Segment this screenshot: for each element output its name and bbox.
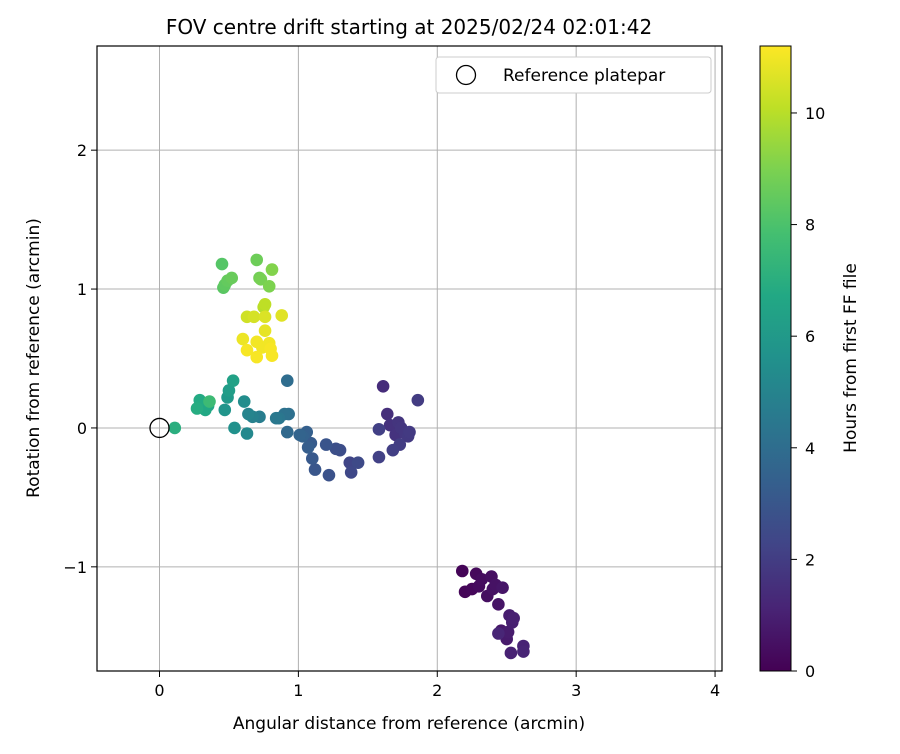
data-point [236,332,250,346]
y-axis-label: Rotation from reference (arcmin) [24,218,44,498]
data-point [269,411,283,425]
x-axis-label: Angular distance from reference (arcmin) [233,714,585,734]
data-point [403,425,416,439]
legend-marker-icon [455,64,477,86]
data-point [226,374,240,388]
colorbar-tick-label: 0 [805,662,815,681]
y-tick-label: −1 [63,558,87,577]
data-point [262,279,276,293]
data-point [455,564,469,578]
legend-entry-label: Reference platepar [503,66,665,86]
colorbar-tick-label: 6 [805,327,815,346]
y-tick-label: 1 [77,280,87,299]
data-point [308,463,322,476]
data-point [372,423,386,436]
data-point [250,253,264,267]
data-point [319,438,333,451]
data-point [215,257,229,271]
data-point [242,407,255,421]
data-point [258,298,272,311]
data-point [250,350,264,364]
data-point [351,456,365,469]
colorbar-gradient [760,46,791,671]
data-point [168,421,182,435]
y-tick-label: 0 [77,419,87,438]
colorbar-tick-label: 10 [805,104,825,123]
data-point [203,395,216,408]
plot-frame [96,45,723,672]
data-point [280,425,294,439]
x-tick-label: 2 [432,681,442,700]
data-point [380,407,394,421]
data-point [247,310,261,324]
data-point [258,324,272,338]
x-tick-label: 1 [293,681,303,700]
data-point [222,384,236,397]
data-point [496,581,509,594]
data-point [329,442,343,456]
data-point [301,441,315,454]
data-point [501,625,515,639]
data-point [492,598,505,611]
data-point [240,427,254,440]
data-point [275,309,289,322]
y-axis-ticks: −1 0 1 2 [63,141,97,577]
x-tick-label: 0 [154,681,164,700]
legend: Reference platepar [435,56,712,94]
data-point [344,466,358,479]
y-tick-label: 2 [77,141,87,160]
data-point [507,611,520,625]
data-point [372,450,386,464]
colorbar: 0 2 4 6 8 10 Hours from first FF file [759,45,861,681]
data-point [190,402,204,415]
data-point [305,452,319,465]
colorbar-tick-label: 8 [805,216,815,235]
colorbar-tick-label: 4 [805,439,815,458]
data-point [475,573,489,586]
chart-title: FOV centre drift starting at 2025/02/24 … [166,15,652,39]
data-point [225,271,239,285]
data-point [258,310,272,324]
colorbar-label: Hours from first FF file [841,263,861,453]
data-point [504,646,518,660]
data-point [228,421,241,435]
data-point [293,428,307,442]
x-tick-label: 3 [571,681,581,700]
x-axis-ticks: 0 1 2 3 4 [154,671,720,700]
data-point [237,395,251,408]
data-point [386,443,400,457]
grid [97,46,722,671]
data-point [492,627,505,640]
data-point [411,393,425,407]
x-tick-label: 4 [710,681,720,700]
colorbar-ticks: 0 2 4 6 8 10 [791,104,825,681]
data-point [322,468,336,482]
data-points [168,253,530,660]
data-point [254,273,268,286]
data-point [376,379,390,393]
colorbar-frame [759,45,792,672]
data-point [280,374,294,388]
legend-box [435,56,712,94]
colorbar-tick-label: 2 [805,550,815,569]
data-point [265,263,279,276]
reference-point-icon [149,417,170,439]
data-point [265,349,279,363]
data-point [218,403,232,417]
data-point [240,343,254,357]
reference-marker [149,417,170,439]
data-point [517,645,530,658]
